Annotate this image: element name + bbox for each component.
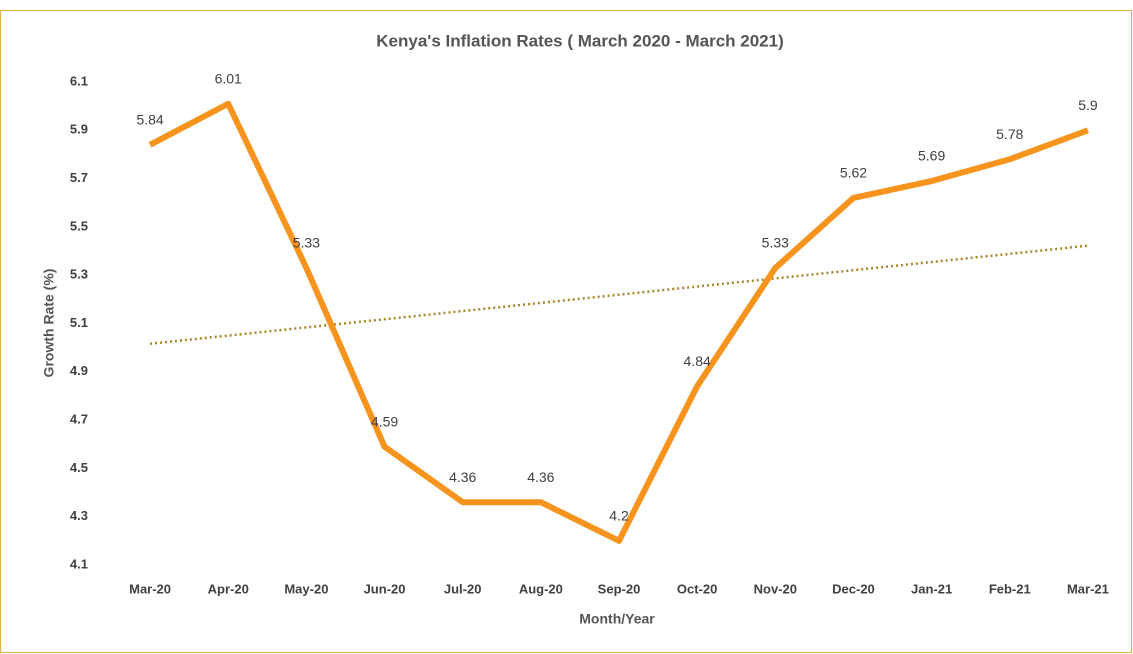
x-tick-label: Sep-20	[598, 581, 641, 596]
y-tick-label: 6.1	[70, 73, 88, 88]
x-tick-label: May-20	[284, 581, 328, 596]
y-tick-label: 5.9	[70, 122, 88, 137]
trendline	[149, 244, 1089, 345]
x-tick-label: Aug-20	[519, 581, 563, 596]
data-label: 4.36	[449, 469, 476, 485]
x-tick-label: Jun-20	[364, 581, 406, 596]
y-axis-label: Growth Rate (%)	[41, 269, 57, 378]
y-tick-label: 4.1	[70, 556, 88, 571]
y-tick-label: 4.3	[70, 508, 88, 523]
y-tick-label: 4.5	[70, 460, 88, 475]
x-tick-label: Apr-20	[208, 581, 249, 596]
x-tick-label: Jul-20	[444, 581, 482, 596]
x-tick-label: Mar-21	[1067, 581, 1109, 596]
data-label: 5.84	[136, 111, 163, 127]
data-label: 4.36	[527, 469, 554, 485]
x-tick-label: Jan-21	[911, 581, 952, 596]
data-label: 5.33	[293, 235, 320, 251]
y-tick-label: 5.7	[70, 170, 88, 185]
y-tick-label: 5.5	[70, 218, 88, 233]
data-label: 5.9	[1078, 97, 1098, 113]
data-label: 4.2	[609, 508, 629, 524]
x-tick-label: Feb-21	[989, 581, 1031, 596]
x-tick-label: Mar-20	[129, 581, 171, 596]
data-label: 4.59	[371, 413, 398, 429]
data-label: 5.33	[762, 235, 789, 251]
y-tick-label: 5.1	[70, 315, 88, 330]
y-tick-label: 5.3	[70, 267, 88, 282]
x-tick-label: Dec-20	[832, 581, 875, 596]
data-label: 5.62	[840, 165, 867, 181]
y-tick-label: 4.7	[70, 412, 88, 427]
line-series	[148, 100, 1089, 544]
data-label: 4.84	[684, 353, 711, 369]
y-tick-label: 4.9	[70, 363, 88, 378]
x-tick-label: Oct-20	[677, 581, 717, 596]
data-label: 6.01	[215, 70, 242, 86]
data-label: 5.69	[918, 148, 945, 164]
x-axis-label: Month/Year	[579, 611, 655, 627]
data-label: 5.78	[996, 126, 1023, 142]
chart-border	[0, 10, 1132, 653]
x-tick-label: Nov-20	[754, 581, 797, 596]
chart-title: Kenya's Inflation Rates ( March 2020 - M…	[376, 31, 783, 50]
